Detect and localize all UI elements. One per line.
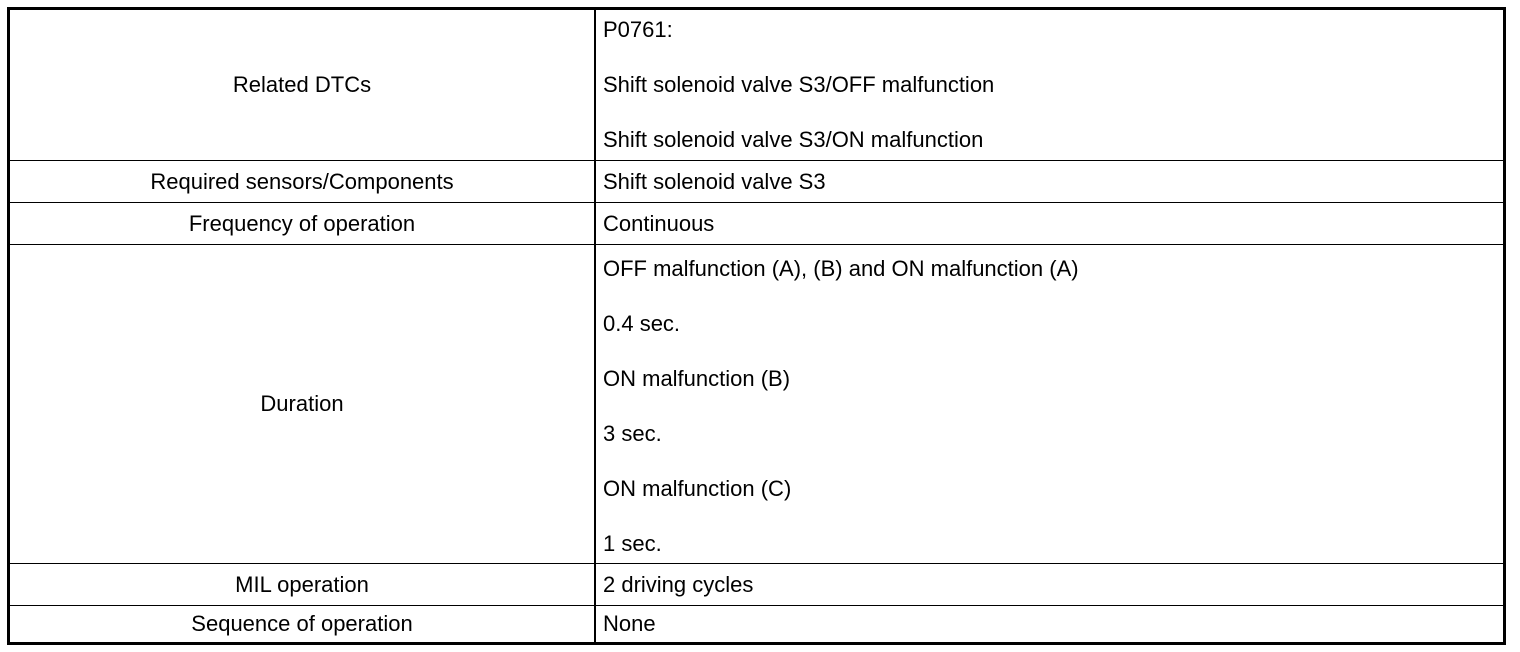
duration-time: 1 sec. [603,531,662,556]
value-duration: OFF malfunction (A), (B) and ON malfunct… [596,245,1503,564]
duration-time: 3 sec. [603,421,662,446]
duration-condition: ON malfunction (C) [603,476,792,501]
label-frequency: Frequency of operation [10,203,596,245]
label-required-sensors: Required sensors/Components [10,161,596,203]
dtc-description: Shift solenoid valve S3/OFF malfunction [603,72,995,97]
duration-time: 0.4 sec. [603,311,681,336]
label-sequence: Sequence of operation [10,606,596,642]
dtc-code: P0761: [603,17,673,42]
value-mil-operation: 2 driving cycles [596,564,1503,606]
value-related-dtcs: P0761: Shift solenoid valve S3/OFF malfu… [596,10,1503,161]
value-required-sensors: Shift solenoid valve S3 [596,161,1503,203]
label-duration: Duration [10,245,596,564]
value-frequency: Continuous [596,203,1503,245]
label-mil-operation: MIL operation [10,564,596,606]
dtc-description: Shift solenoid valve S3/ON malfunction [603,127,984,152]
duration-condition: ON malfunction (B) [603,366,791,391]
value-sequence: None [603,611,656,636]
label-related-dtcs: Related DTCs [10,10,596,161]
duration-condition: OFF malfunction (A), (B) and ON malfunct… [603,256,1079,281]
monitor-info-table: Related DTCs P0761: Shift solenoid valve… [7,7,1506,645]
